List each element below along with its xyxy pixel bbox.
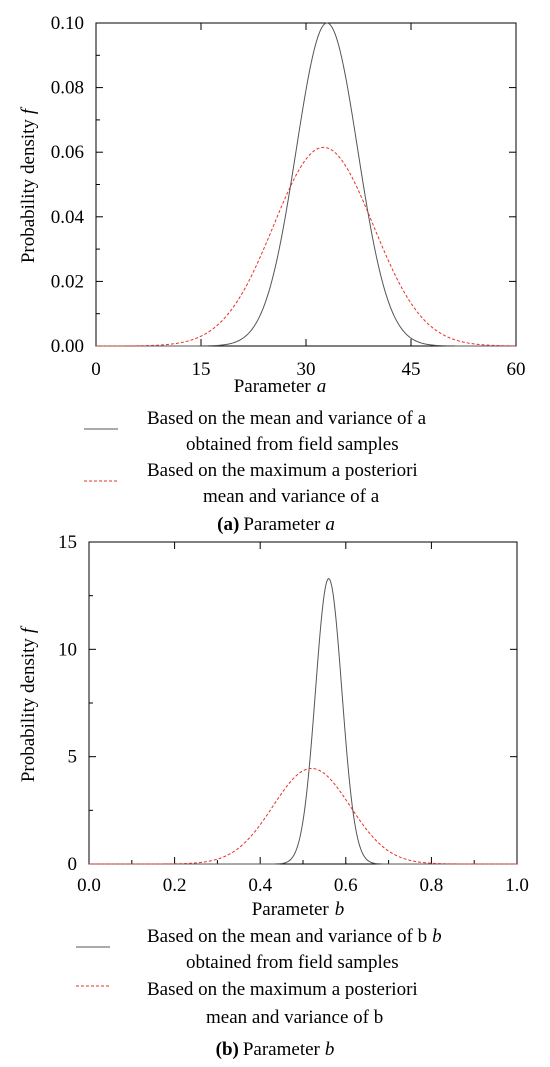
x-tick-label: 15 [192,359,211,380]
panel-b-legend-label-map-1: Based on the maximum a posteriori [147,979,418,1000]
series-line-map-estimate [96,146,517,347]
x-tick-label: 0.0 [77,875,101,896]
panel-b-x-axis-title: Parameter b [252,899,345,920]
x-tick-label: 1.0 [505,875,529,896]
panel-a-legend-label-field-2: obtained from field samples [186,434,399,455]
y-tick-label: 0.08 [51,78,84,99]
x-tick-label: 30 [297,359,316,380]
y-tick-label: 0.04 [51,207,85,228]
panel-b-plot-frame [88,541,518,865]
panel-b-ticks: 0.0 0.2 0.4 0.6 0.8 1.0 0 5 10 15 [58,532,529,896]
y-tick-label: 0.02 [51,271,84,292]
panel-a-plot-frame [95,22,517,347]
panel-b-legend-label-map-2: mean and variance of b [206,1007,383,1028]
y-tick-label: 0.00 [51,336,84,357]
x-tick-label: 0.6 [334,875,358,896]
panel-a-ticks: 0 15 30 45 60 0.00 0.02 0.04 0.06 0.08 0.10 [51,13,526,380]
y-tick-label: 0.06 [51,142,84,163]
panel-b-legend-label-field-2: obtained from field samples [186,952,399,973]
panel-a-legend: Based on the mean and variance of a obta… [84,408,427,507]
x-tick-label: 60 [507,359,526,380]
panel-a-legend-label-map-2: mean and variance of a [203,486,380,507]
legend-var-b: b [432,926,442,947]
panel-b-caption: (b) Parameter b [216,1039,335,1060]
series-line-field-samples [89,577,517,865]
panel-b-y-axis-title: Probability densityf [18,625,39,782]
x-tick-label: 0 [91,359,101,380]
series-line-map-estimate [89,767,517,865]
x-tick-label: 0.4 [248,875,272,896]
y-tick-label: 15 [58,532,77,553]
y-tick-label: 0 [68,854,78,875]
panel-a-y-axis-title: Probability densityf [18,106,39,263]
panel-b-series [89,577,517,865]
x-tick-label: 0.8 [420,875,444,896]
series-line-field-samples [96,22,516,347]
y-tick-label: 10 [58,639,77,660]
panel-a: 0 15 30 45 60 0.00 0.02 0.04 0.06 0.08 0.10 Parame… [18,13,526,535]
y-tick-label: 5 [68,747,78,768]
x-tick-label: 45 [402,359,421,380]
panel-a-legend-label-map-1: Based on the maximum a posteriori [147,460,418,481]
x-tick-label: 0.2 [163,875,187,896]
panel-a-legend-label-field-1: Based on the mean and variance of a [147,408,427,429]
y-tick-label: 0.10 [51,13,84,34]
panel-a-series [96,22,517,347]
panel-b: 0.0 0.2 0.4 0.6 0.8 1.0 0 5 10 15 Parameter b Prob… [18,532,529,1060]
panel-a-x-axis-title: Parameter a [234,376,327,397]
panel-a-caption: (a) Parameter a [217,514,335,535]
